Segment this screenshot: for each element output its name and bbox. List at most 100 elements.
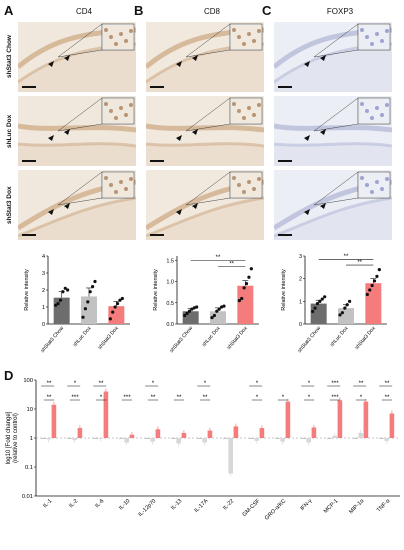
bar-d-13-1 [384,438,389,441]
stain-title-foxp3: FOXP3 [326,7,354,16]
sig-label-d-bot-1: *** [71,394,79,401]
sig-label-b-0: ** [216,255,221,261]
sig-label-d-bot-2: * [100,394,103,401]
bar-c-2 [365,283,382,324]
row-label-stat3-dox: shStat3 Dox [6,186,13,224]
x-tick-label-b-1: shLuc Dox [201,325,222,348]
data-point-a-0 [61,290,65,294]
data-point-a-2 [108,317,112,321]
y-tick-label-d: 1 [30,436,33,442]
bar-d-2-2 [103,391,109,438]
data-point-a-1 [86,300,90,304]
data-point-b-0 [190,307,194,311]
bar-a-2 [108,306,125,324]
row-label-stat3-chow: shStat3 Chow [6,35,13,79]
bar-d-5-2 [181,432,187,438]
bar-d-9-1 [280,438,285,442]
data-point-a-0 [54,303,58,307]
y-tick-label-b: 1.0 [166,280,174,286]
bar-d-10-0 [301,438,306,439]
data-point-c-1 [348,299,352,303]
y-tick-label-b: 0.0 [166,322,174,328]
data-point-c-0 [311,309,315,314]
bar-d-11-1 [332,435,337,438]
x-tick-label-b-2: shStat3 Dox [226,325,249,351]
data-point-a-2 [118,298,122,302]
sig-label-c-1: ** [357,260,362,266]
bar-d-12-0 [353,438,358,439]
bar-d-1-2 [77,428,83,438]
bar-d-9-2 [285,401,291,438]
y-tick-label-b: 1.5 [166,258,174,264]
sig-label-d-bot-5: ** [177,394,182,401]
sig-label-d-top-10: *** [331,380,339,387]
sig-label-d-bot-10: *** [331,394,339,401]
micrograph-foxp3-row3 [274,170,392,240]
bar-a-1 [81,296,97,324]
data-point-b-2 [244,282,249,286]
sig-label-d-top-1: * [74,380,77,387]
data-point-c-0 [318,299,322,303]
x-tick-label-d-2: IL-6 [94,498,105,509]
sig-label-c-0: ** [344,254,349,260]
data-point-c-2 [365,292,369,297]
data-point-b-1 [217,307,221,311]
bar-d-9-0 [275,438,280,439]
x-tick-label-d-1: IL-2 [68,498,79,509]
sig-label-d-top-0: ** [47,380,52,387]
data-point-b-1 [220,305,224,309]
x-tick-label-a-0: shStat3 Chow [40,325,66,354]
bar-d-4-1 [150,438,155,442]
data-point-c-2 [372,279,377,283]
sig-label-d-bot-3: *** [123,394,131,401]
sig-label-d-top-11: ** [359,380,364,387]
y-axis-label-b: Relative intensity [153,269,159,311]
bar-d-8-0 [249,438,254,439]
data-point-b-2 [240,296,244,301]
panel-letter-b: B [134,3,144,18]
bar-a-0 [53,297,70,324]
data-point-b-1 [215,309,219,313]
data-point-c-1 [338,313,342,317]
sig-label-d-bot-4: ** [151,394,156,401]
data-point-c-1 [345,303,349,307]
y-tick-label-a: 2 [42,288,45,294]
bar-d-10-1 [306,438,311,443]
data-point-b-2 [247,275,251,279]
y-axis-label-d: log10 [Fold change] [6,411,12,464]
panel-letter-c: C [262,3,272,18]
x-tick-label-c-2: shStat3 Dox [354,325,377,351]
sig-label-d-top-9: * [308,380,311,387]
bar-b-0 [182,311,199,324]
data-point-a-0 [66,288,70,292]
bar-d-1-0 [67,438,72,439]
data-point-a-2 [115,302,120,306]
stain-title-cd8: CD8 [203,7,220,16]
bar-d-12-1 [358,432,363,438]
y-tick-label-d: 100 [23,378,33,384]
data-point-a-1 [81,315,85,319]
bar-d-6-2 [207,430,213,438]
bar-d-6-1 [202,438,207,443]
bar-d-2-1 [98,438,103,439]
data-point-a-1 [88,290,92,294]
data-point-b-0 [195,305,199,309]
x-tick-label-d-4: IL-12p70 [138,498,158,518]
bar-b-2 [237,285,254,324]
y-axis-label-c: Relative intensity [281,269,287,311]
sig-label-d-top-12: ** [385,380,390,387]
bar-d-7-0 [223,438,228,439]
data-point-b-2 [249,267,253,271]
x-tick-label-d-0: IL-1 [42,498,53,509]
sig-label-b-1: ** [229,261,234,267]
bar-d-8-2 [259,428,265,438]
y-tick-label-a: 4 [42,254,45,260]
x-tick-label-c-0: shStat3 Chow [297,325,323,354]
bar-c-0 [310,303,327,324]
sig-label-d-top-7: * [256,380,259,387]
data-point-c-0 [313,306,317,310]
micrograph-cd4-row1 [18,22,136,92]
data-point-a-0 [63,286,67,290]
bar-d-11-0 [327,438,332,439]
y-tick-label-a: 0 [42,322,45,328]
